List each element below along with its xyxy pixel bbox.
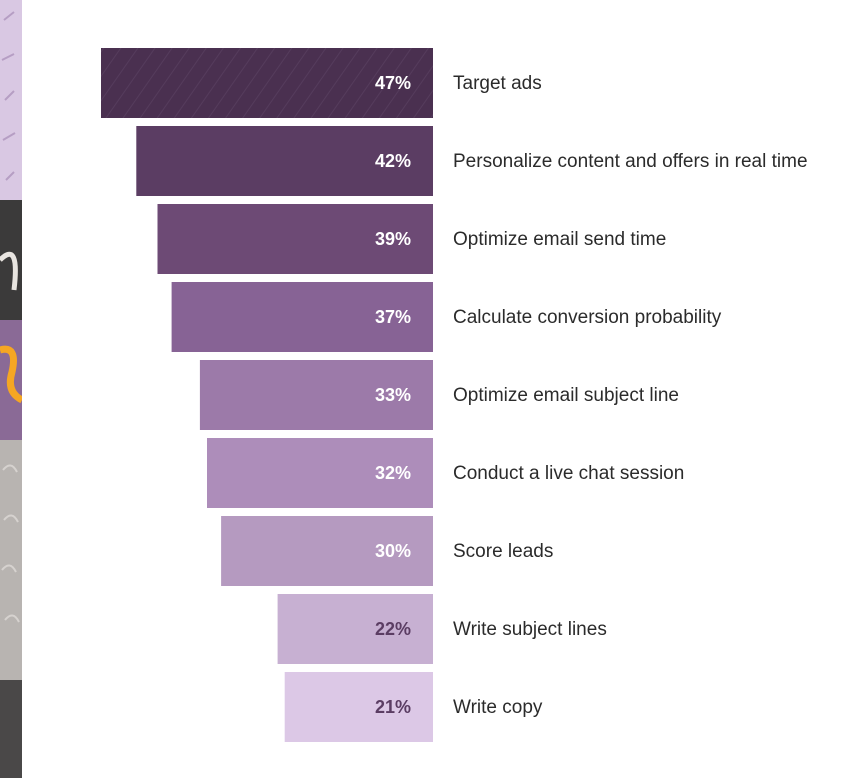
bar-value-label: 37% [375, 307, 411, 327]
bar-value-label: 47% [375, 73, 411, 93]
bar-value-label: 22% [375, 619, 411, 639]
strip-dark-bottom [0, 680, 22, 778]
strip-orange-swirl [0, 345, 22, 404]
strip-dash-2 [1, 464, 20, 623]
strip-lilac [0, 0, 22, 200]
bar [284, 672, 433, 742]
category-label: Calculate conversion probability [453, 307, 722, 328]
category-label: Write copy [453, 697, 543, 718]
bar [221, 516, 433, 586]
bar [157, 204, 433, 274]
bar-value-label: 42% [375, 151, 411, 171]
strip-dash-1 [1, 11, 16, 181]
bar [199, 360, 433, 430]
decorative-side-strip [0, 0, 22, 778]
bar [207, 438, 433, 508]
category-label: Optimize email subject line [453, 385, 679, 406]
strip-light-stroke [0, 251, 18, 291]
bar [136, 126, 434, 196]
category-label: Personalize content and offers in real t… [453, 151, 808, 172]
bar-texture [101, 48, 433, 118]
bar [277, 594, 433, 664]
category-label: Score leads [453, 541, 553, 562]
bar-value-label: 21% [375, 697, 411, 717]
bars-group: 47% Target ads 42% Personalize content and … [101, 48, 808, 742]
category-label: Conduct a live chat session [453, 463, 684, 484]
bar-value-label: 39% [375, 229, 411, 249]
category-label: Write subject lines [453, 619, 607, 640]
bar-value-label: 30% [375, 541, 411, 561]
bar [171, 282, 433, 352]
bar-value-label: 32% [375, 463, 411, 483]
category-label: Optimize email send time [453, 229, 666, 250]
bar-value-label: 33% [375, 385, 411, 405]
category-label: Target ads [453, 73, 542, 94]
